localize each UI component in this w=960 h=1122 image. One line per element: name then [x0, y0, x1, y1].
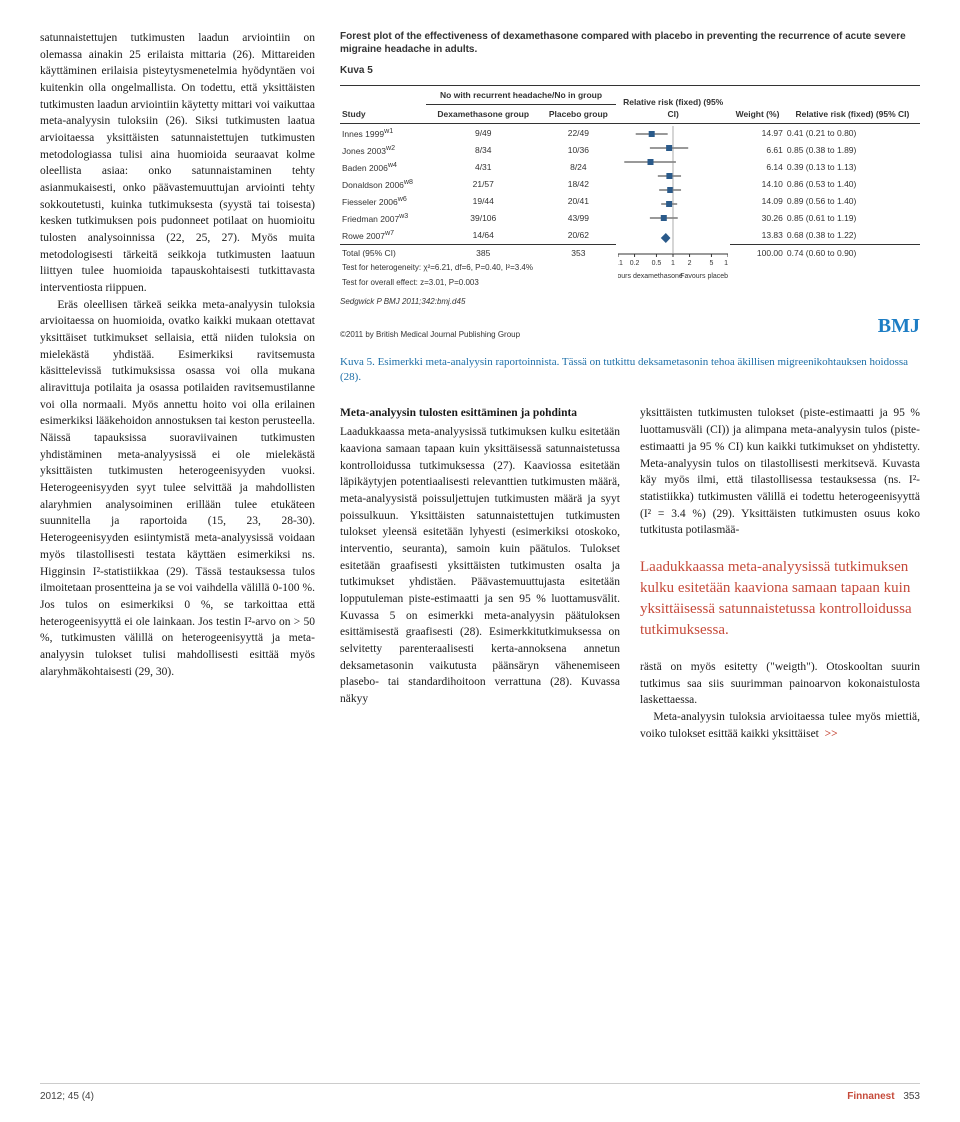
left-text-column: satunnaistettujen tutkimusten laadun arv… [40, 30, 315, 742]
right-side: Forest plot of the effectiveness of dexa… [340, 30, 920, 742]
body-text: satunnaistettujen tutkimusten laadun arv… [40, 30, 315, 680]
page-footer: 2012; 45 (4) Finnanest 353 [40, 1083, 920, 1105]
page-number: 353 [903, 1091, 920, 1102]
svg-text:Favours placebo: Favours placebo [680, 273, 728, 280]
col-plc: Placebo group [541, 104, 617, 123]
middle-column: Meta-analyysin tulosten esittäminen ja p… [340, 405, 620, 742]
col-events-group: No with recurrent headache/No in group [426, 85, 616, 104]
svg-text:5: 5 [710, 260, 714, 267]
right-column: yksittäisten tutkimusten tulokset (piste… [640, 405, 920, 742]
forest-plot-figure: Forest plot of the effectiveness of dexa… [340, 30, 920, 341]
svg-text:0.5: 0.5 [652, 260, 662, 267]
col-dex: Dexamethasone group [426, 104, 541, 123]
bmj-logo: BMJ [878, 312, 920, 341]
col-weight: Weight (%) [730, 85, 785, 124]
svg-text:0.2: 0.2 [630, 260, 640, 267]
figure-source: Sedgwick P BMJ 2011;342:bmj.d45 [340, 297, 465, 306]
svg-text:2: 2 [688, 260, 692, 267]
right-tail: rästä on myös esitetty ("weigth"). Otosk… [640, 659, 920, 742]
issue-info: 2012; 45 (4) [40, 1090, 94, 1105]
figure-title: Forest plot of the effectiveness of dexa… [340, 30, 920, 56]
table-row: Innes 1999w1 9/4922/49 0.10.20.512510Fav… [340, 124, 920, 142]
continue-marker: >> [825, 728, 838, 740]
col-plot: Relative risk (fixed) (95% CI) [616, 85, 730, 124]
figure-label: Kuva 5 [340, 64, 920, 79]
svg-text:10: 10 [724, 260, 728, 267]
svg-text:0.1: 0.1 [618, 260, 623, 267]
forest-table: Study No with recurrent headache/No in g… [340, 85, 920, 291]
middle-text: Laadukkaassa meta-analyysissä tutkimukse… [340, 426, 620, 705]
svg-text:1: 1 [671, 260, 675, 267]
svg-text:Favours dexamethasone: Favours dexamethasone [618, 273, 683, 280]
figure-copyright: ©2011 by British Medical Journal Publish… [340, 329, 520, 341]
col-study: Study [340, 85, 426, 124]
right-text: yksittäisten tutkimusten tulokset (piste… [640, 407, 920, 536]
pullquote: Laadukkaassa meta-analyysissä tutkimukse… [640, 557, 920, 641]
journal-name: Finnanest [847, 1091, 894, 1102]
lower-columns: Meta-analyysin tulosten esittäminen ja p… [340, 405, 920, 742]
figure-caption: Kuva 5. Esimerkki meta-analyysin raporto… [340, 355, 920, 386]
section-heading: Meta-analyysin tulosten esittäminen ja p… [340, 405, 620, 422]
col-rr-text: Relative risk (fixed) (95% CI) [785, 85, 920, 124]
